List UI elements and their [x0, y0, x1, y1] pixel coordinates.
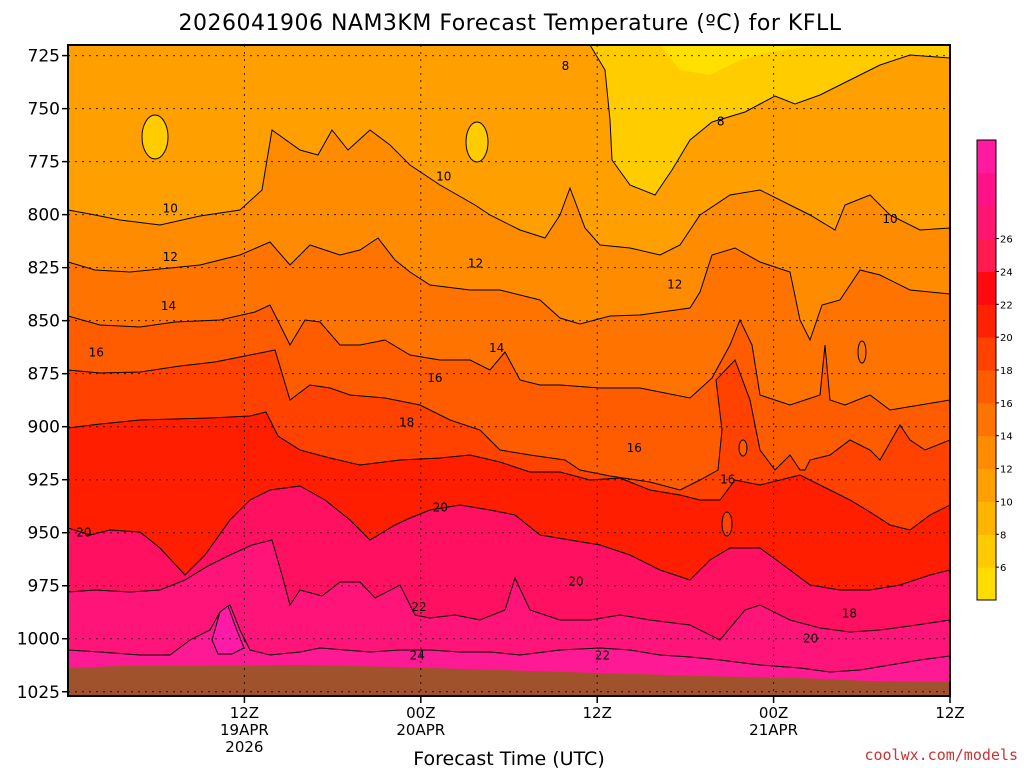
contour-label: 16: [89, 345, 104, 359]
x-tick-label: 21APR: [749, 721, 798, 739]
y-tick-label: 725: [28, 47, 60, 67]
colorbar-segment: [977, 567, 996, 601]
y-tick-label: 900: [28, 418, 60, 438]
isolated-contour-2: [465, 121, 489, 163]
contour-label: 10: [882, 212, 897, 226]
colorbar-tick-label: 24: [1000, 267, 1013, 278]
colorbar-tick-label: 22: [1000, 300, 1013, 311]
gridlines: [68, 45, 950, 696]
colorbar-segment: [977, 468, 996, 502]
plot-frame: [67, 44, 951, 697]
colorbar: 6 8 10 12 14 16 18 20 22 24 26: [976, 139, 1013, 601]
isolated-contour-1: [141, 114, 169, 160]
colorbar-segment: [977, 140, 996, 174]
colorbar-tick-label: 20: [1000, 333, 1013, 344]
y-tick-label: 925: [28, 471, 60, 491]
colorbar-segment: [977, 370, 996, 404]
x-tick-label: 00Z: [759, 704, 788, 722]
y-axis: 725 750 775 800 825 850 875 900 925 950 975 1000 102…: [17, 47, 68, 703]
contour-label: 16: [427, 371, 442, 385]
colorbar-segment: [977, 435, 996, 470]
contour-label: 18: [399, 415, 414, 429]
x-tick-label: 19APR: [220, 721, 269, 739]
colorbar-segment: [977, 172, 996, 207]
x-tick-label: 12Z: [935, 704, 964, 722]
colorbar-segment: [977, 271, 996, 305]
colorbar-tick-label: 26: [1000, 235, 1013, 246]
colorbar-tick-label: 6: [1000, 563, 1006, 574]
colorbar-segment: [977, 337, 996, 371]
contour-label: 22: [411, 600, 426, 614]
colorbar-segment: [977, 238, 996, 272]
contour-label: 8: [717, 114, 725, 128]
contour-label: 8: [562, 59, 570, 73]
y-tick-label: 975: [28, 577, 60, 597]
colorbar-segment: [977, 205, 996, 240]
ground-surface: [68, 665, 950, 696]
contour-label: 20: [433, 500, 448, 514]
colorbar-tick-label: 16: [1000, 399, 1013, 410]
x-tick-label: 12Z: [583, 704, 612, 722]
contour-label: 14: [489, 341, 504, 355]
chart-title: 2026041906 NAM3KM Forecast Temperature (…: [178, 11, 841, 36]
x-tick-label: 20APR: [396, 721, 445, 739]
colorbar-tick-label: 10: [1000, 497, 1013, 508]
colorbar-tick-label: 12: [1000, 465, 1013, 476]
colorbar-segment: [977, 304, 996, 338]
y-tick-label: 850: [28, 312, 60, 332]
y-tick-label: 1025: [17, 683, 60, 703]
contour-label: 12: [667, 278, 682, 292]
contour-label: 22: [595, 649, 610, 663]
contour-label: 14: [161, 299, 176, 313]
credit-text: coolwx.com/models: [864, 746, 1018, 764]
contour-label: 20: [568, 574, 583, 588]
contour-label: 10: [163, 201, 178, 215]
y-tick-label: 875: [28, 365, 60, 385]
colorbar-segment: [977, 402, 996, 437]
temperature-bands: [68, 45, 950, 696]
band-8-10: [589, 45, 950, 196]
contour-label: 20: [76, 526, 91, 540]
contour-labels: 8 8 10 10 10 12 12 12 14 14 16 16 16 16 18 18 20 20 20 20 22…: [76, 59, 897, 663]
x-tick-label: 2026: [225, 738, 263, 756]
colorbar-segment: [977, 534, 996, 568]
isolated-contour-5: [721, 511, 733, 537]
colorbar-tick-label: 14: [1000, 432, 1013, 443]
y-tick-label: 1000: [17, 630, 60, 650]
contour-label: 10: [436, 169, 451, 183]
contour-label: 24: [410, 649, 425, 663]
contour-label: 20: [803, 632, 818, 646]
y-tick-label: 775: [28, 153, 60, 173]
isolated-contour-4: [738, 439, 748, 457]
y-tick-label: 750: [28, 100, 60, 120]
band-under-8: [660, 45, 830, 75]
contour-label: 12: [468, 256, 483, 270]
band-top-pocket: [211, 605, 245, 655]
colorbar-tick-label: 8: [1000, 530, 1006, 541]
y-tick-label: 800: [28, 206, 60, 226]
contour-label: 16: [627, 441, 642, 455]
y-tick-label: 825: [28, 259, 60, 279]
isolated-contour-3: [857, 340, 867, 364]
y-tick-label: 950: [28, 524, 60, 544]
x-axis-label: Forecast Time (UTC): [413, 748, 604, 768]
contour-label: 16: [720, 473, 735, 487]
x-tick-label: 00Z: [406, 704, 435, 722]
colorbar-segment: [977, 501, 996, 535]
contour-label: 12: [163, 250, 178, 264]
x-tick-label: 12Z: [230, 704, 259, 722]
contour-label: 18: [842, 606, 857, 620]
colorbar-tick-label: 18: [1000, 366, 1013, 377]
